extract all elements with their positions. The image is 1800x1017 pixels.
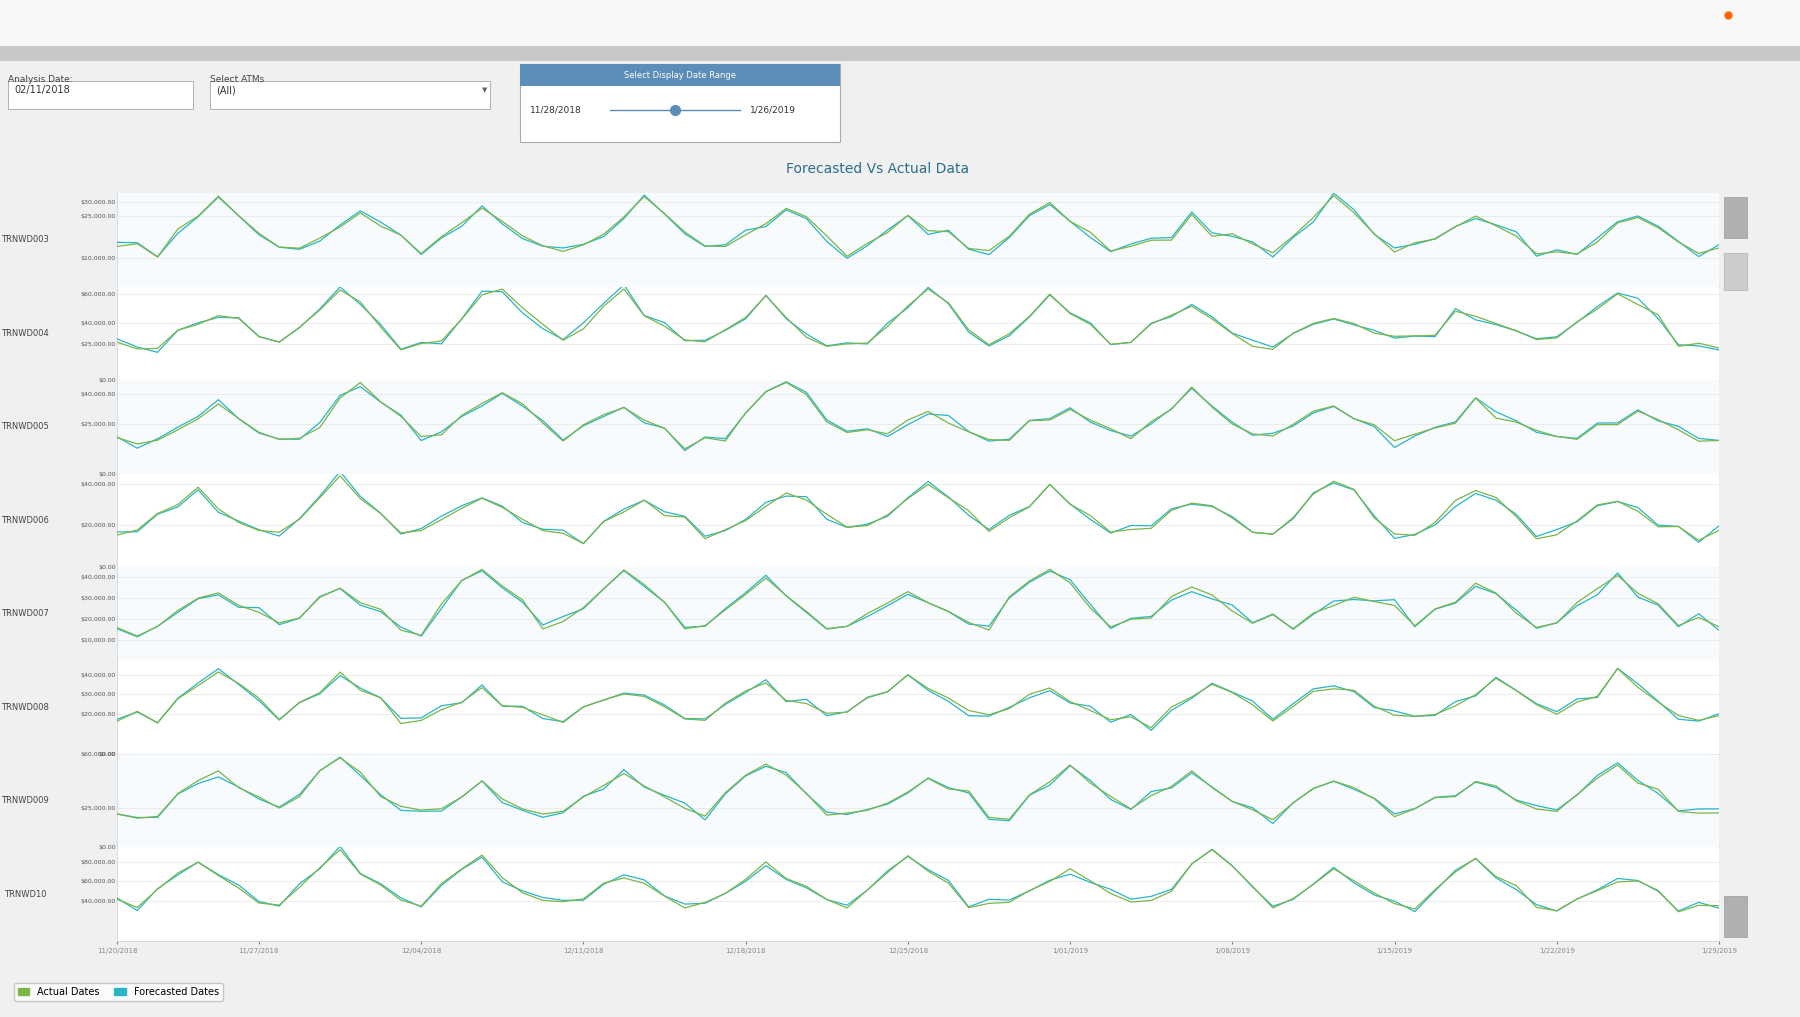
Y-axis label: TRNWD004: TRNWD004	[2, 328, 49, 338]
Text: (All): (All)	[216, 85, 236, 96]
Text: Select Display Date Range: Select Display Date Range	[625, 70, 736, 79]
Text: Analysis Date:: Analysis Date:	[7, 75, 72, 84]
Y-axis label: TRNWD10: TRNWD10	[4, 890, 47, 898]
Bar	[1724, 253, 1746, 291]
Y-axis label: TRNWD008: TRNWD008	[0, 703, 49, 712]
Y-axis label: TRNWD003: TRNWD003	[0, 236, 49, 244]
Bar	[0, 0, 1800, 46]
Y-axis label: TRNWD007: TRNWD007	[0, 609, 49, 618]
FancyBboxPatch shape	[520, 64, 841, 142]
Text: 02/11/2018: 02/11/2018	[14, 85, 70, 96]
Text: ▼: ▼	[482, 87, 488, 94]
Y-axis label: TRNWD005: TRNWD005	[2, 422, 49, 431]
FancyBboxPatch shape	[211, 81, 490, 109]
Text: Select ATMs: Select ATMs	[211, 75, 265, 84]
FancyBboxPatch shape	[7, 81, 193, 109]
Bar	[0, 46, 1800, 61]
Text: 1/26/2019: 1/26/2019	[751, 106, 796, 115]
Y-axis label: TRNWD006: TRNWD006	[0, 516, 49, 525]
Bar	[1724, 896, 1746, 937]
FancyBboxPatch shape	[520, 64, 841, 86]
Legend: Actual Dates, Forecasted Dates: Actual Dates, Forecasted Dates	[14, 983, 223, 1001]
Y-axis label: TRNWD009: TRNWD009	[2, 796, 49, 805]
Text: 11/28/2018: 11/28/2018	[529, 106, 581, 115]
Text: Forecasted Vs Actual Data: Forecasted Vs Actual Data	[787, 163, 968, 176]
Bar	[1724, 197, 1746, 238]
